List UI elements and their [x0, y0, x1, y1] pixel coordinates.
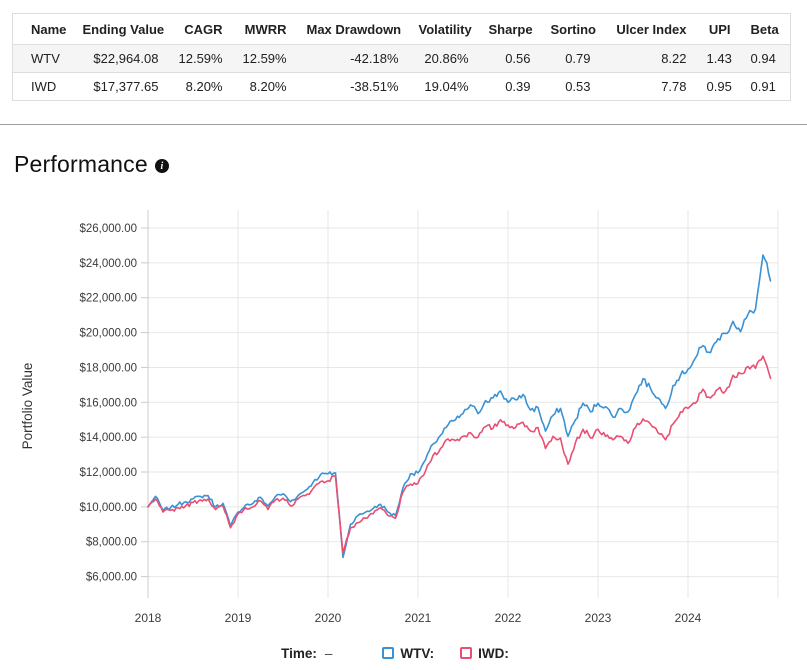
table-cell: WTV: [31, 51, 60, 66]
column-header: Sharpe: [478, 13, 541, 45]
legend-item-wtv[interactable]: WTV:: [382, 646, 434, 661]
table-row: WTV $22,964.08 12.59% 12.59% -42.18% 20.86% 0.…: [12, 44, 791, 73]
column-header: Ending Value: [72, 13, 169, 45]
wtv-series-swatch-icon: [382, 647, 395, 659]
x-tick-label: 2020: [315, 611, 342, 625]
performance-chart[interactable]: $26,000.00 $24,000.00 $22,000.00 $20,000.00…: [0, 200, 807, 632]
x-tick-label: 2019: [225, 611, 252, 625]
table-row: IWD $17,377.65 8.20% 8.20% -38.51% 19.04% 0.39…: [12, 73, 791, 101]
series-line-iwd[interactable]: [147, 355, 772, 554]
y-tick-label: $24,000.00: [79, 258, 137, 270]
table-cell: $17,377.65: [93, 79, 159, 94]
table-cell: 0.79: [565, 51, 591, 66]
table-cell: 12.59%: [242, 51, 287, 66]
y-tick-label: $22,000.00: [79, 293, 137, 305]
table-cell: 7.78: [661, 79, 687, 94]
section-divider: [0, 124, 807, 125]
table-cell: 8.20%: [185, 79, 223, 94]
table-cell: $22,964.08: [93, 51, 159, 66]
legend-time-value: –: [324, 645, 333, 661]
column-header: Name: [12, 13, 73, 45]
table-cell: 0.95: [706, 79, 732, 94]
metrics-table: Name Ending Value CAGR MWRR Max Drawdown Vola…: [12, 13, 791, 101]
column-header: UPI: [696, 13, 741, 45]
table-cell: 12.59%: [178, 51, 223, 66]
series-line-wtv[interactable]: [147, 254, 772, 559]
metrics-body: WTV $22,964.08 12.59% 12.59% -42.18% 20.86% 0.…: [12, 44, 791, 101]
table-cell: 0.94: [750, 51, 776, 66]
y-tick-label: $16,000.00: [79, 397, 137, 409]
table-cell: 1.43: [706, 51, 732, 66]
column-header: Sortino: [540, 13, 601, 45]
x-tick-label: 2022: [495, 611, 522, 625]
x-tick-label: 2023: [585, 611, 612, 625]
table-cell: 0.56: [505, 51, 531, 66]
info-icon[interactable]: i: [154, 159, 169, 173]
iwd-series-swatch-icon: [460, 647, 473, 659]
page-title: Performance: [14, 151, 148, 177]
y-tick-label: $8,000.00: [86, 537, 137, 549]
table-cell: 20.86%: [424, 51, 469, 66]
table-cell: 0.39: [505, 79, 531, 94]
y-tick-label: $6,000.00: [86, 572, 137, 584]
y-axis-title: Portfolio Value: [20, 363, 35, 450]
section-header: Performance i: [14, 151, 169, 178]
table-cell: 0.53: [565, 79, 591, 94]
y-tick-label: $14,000.00: [79, 432, 137, 444]
y-tick-label: $26,000.00: [79, 223, 137, 235]
column-header: Volatility: [408, 13, 479, 45]
legend-time: Time: –: [281, 646, 332, 661]
table-cell: 8.22: [661, 51, 687, 66]
x-tick-label: 2021: [405, 611, 432, 625]
legend-item-iwd[interactable]: IWD:: [460, 646, 509, 661]
column-header: Ulcer Index: [600, 13, 697, 45]
table-cell: 0.91: [750, 79, 776, 94]
y-tick-label: $20,000.00: [79, 328, 137, 340]
column-header: CAGR: [168, 13, 233, 45]
table-cell: 19.04%: [424, 79, 469, 94]
y-tick-label: $12,000.00: [79, 467, 137, 479]
metrics-header-row: Name Ending Value CAGR MWRR Max Drawdown Vola…: [12, 13, 791, 45]
column-header: Max Drawdown: [296, 13, 409, 45]
table-cell: -38.51%: [350, 79, 399, 94]
chart-legend: Time: – WTV: IWD:: [0, 641, 790, 665]
legend-time-label: Time:: [281, 645, 317, 661]
table-cell: IWD: [31, 79, 57, 94]
y-tick-label: $10,000.00: [79, 502, 137, 514]
column-header: MWRR: [232, 13, 297, 45]
y-tick-label: $18,000.00: [79, 362, 137, 374]
legend-item-wtv-label: WTV:: [400, 645, 435, 661]
x-tick-label: 2024: [675, 611, 702, 625]
table-cell: 8.20%: [249, 79, 287, 94]
table-cell: -42.18%: [350, 51, 399, 66]
legend-item-iwd-label: IWD:: [478, 645, 509, 661]
x-tick-label: 2018: [135, 611, 162, 625]
column-header: Beta: [740, 13, 791, 45]
